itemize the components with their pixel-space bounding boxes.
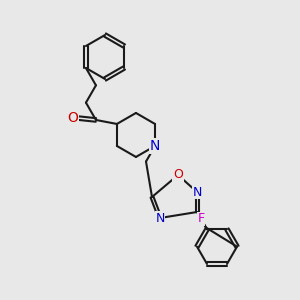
- Text: F: F: [197, 212, 205, 225]
- Text: N: N: [155, 212, 165, 224]
- Text: O: O: [173, 169, 183, 182]
- Text: N: N: [150, 139, 160, 153]
- Text: N: N: [192, 185, 202, 199]
- Text: O: O: [68, 111, 78, 125]
